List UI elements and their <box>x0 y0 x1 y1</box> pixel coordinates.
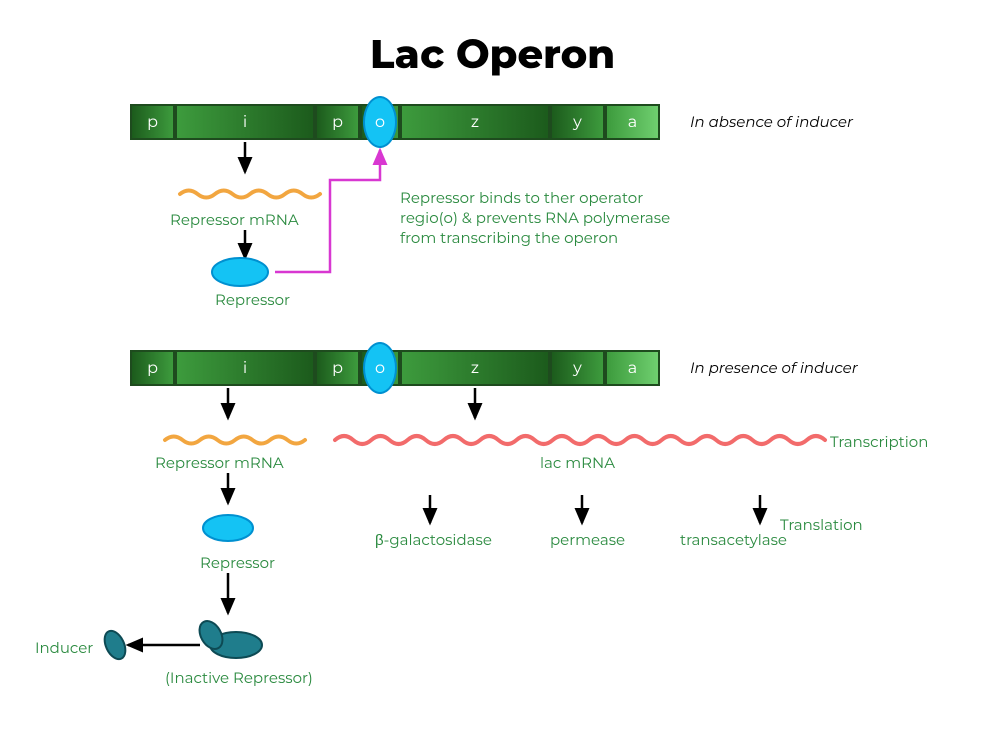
label-beta-gal: β-galactosidase <box>375 530 492 549</box>
label-inactive: (Inactive Repressor) <box>165 668 313 687</box>
label-translation: Translation <box>780 515 863 534</box>
gene-segment-i: i <box>175 104 315 140</box>
gene-segment-z: z <box>400 104 550 140</box>
label-transcription: Transcription <box>830 432 928 451</box>
gene-segment-a: a <box>605 104 660 140</box>
label-repressor-mrna-1: Repressor mRNA <box>170 210 299 229</box>
repressor-protein-1 <box>212 258 268 286</box>
operator-oval: o <box>363 96 397 148</box>
label-repressor-1: Repressor <box>215 290 290 309</box>
mrna-wave <box>165 437 305 444</box>
label-transacetylase: transacetylase <box>680 530 787 549</box>
operator-oval: o <box>363 342 397 394</box>
gene-segment-p: p <box>130 350 175 386</box>
gene-segment-p: p <box>130 104 175 140</box>
gene-segment-p: p <box>315 350 360 386</box>
label-presence: In presence of inducer <box>690 358 858 377</box>
label-inducer: Inducer <box>35 638 93 657</box>
gene-segment-y: y <box>550 104 605 140</box>
label-repressor-mrna-2: Repressor mRNA <box>155 453 284 472</box>
repressor-protein-2 <box>203 515 253 541</box>
page-title: Lac Operon <box>370 30 615 79</box>
label-repressor-2: Repressor <box>200 553 275 572</box>
label-bind-1: Repressor binds to ther operator <box>400 188 643 207</box>
gene-segment-p: p <box>315 104 360 140</box>
label-permease: permease <box>550 530 625 549</box>
mrna-wave <box>335 436 825 444</box>
label-lac-mrna: lac mRNA <box>540 453 615 472</box>
mrna-wave <box>180 191 320 198</box>
gene-segment-a: a <box>605 350 660 386</box>
gene-segment-y: y <box>550 350 605 386</box>
label-bind-2: regio(o) & prevents RNA polymerase <box>400 208 670 227</box>
label-bind-3: from transcribing the operon <box>400 228 618 247</box>
gene-segment-z: z <box>400 350 550 386</box>
gene-segment-i: i <box>175 350 315 386</box>
label-absence: In absence of inducer <box>690 112 853 131</box>
inducer-molecule <box>101 628 130 663</box>
